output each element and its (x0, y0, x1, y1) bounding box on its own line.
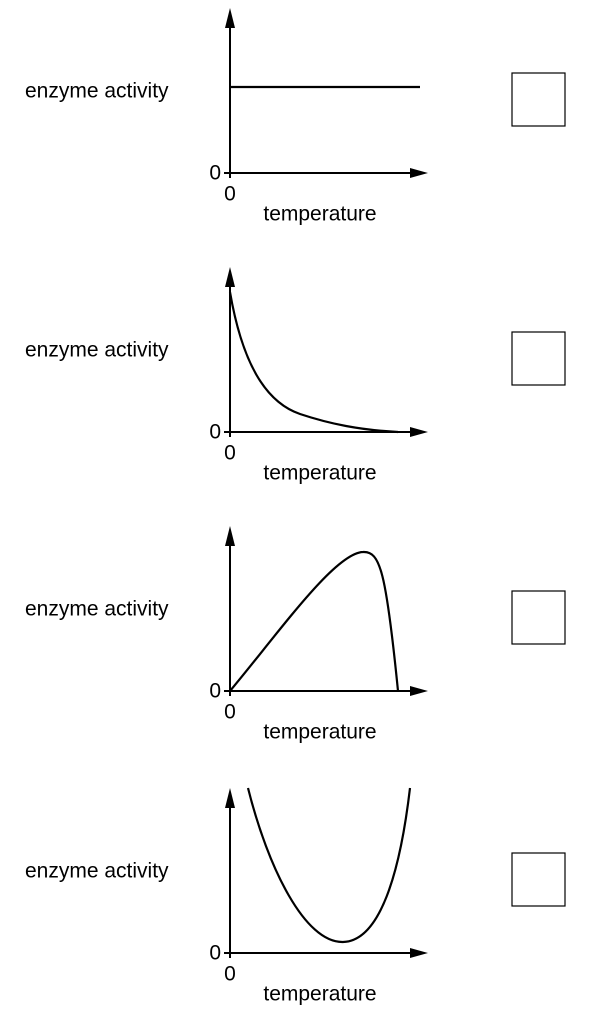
answer-checkbox[interactable] (511, 72, 566, 127)
y-axis-label: enzyme activity (25, 80, 169, 103)
x-origin-label: 0 (224, 442, 236, 465)
x-origin-label: 0 (224, 183, 236, 206)
option-panel: 00 temperature enzyme activity (25, 8, 566, 226)
x-origin-label: 0 (224, 701, 236, 724)
y-origin-label: 0 (209, 942, 221, 965)
y-axis-label: enzyme activity (25, 598, 169, 621)
y-origin-label: 0 (209, 680, 221, 703)
curve (228, 291, 399, 434)
option-panel: 00 temperature enzyme activity (25, 267, 566, 485)
x-arrow (410, 168, 428, 178)
x-axis-label: temperature (263, 721, 376, 744)
y-axis-label: enzyme activity (25, 339, 169, 362)
x-arrow (410, 427, 428, 437)
curve (229, 550, 400, 692)
answer-checkbox[interactable] (511, 852, 566, 907)
x-axis-label: temperature (263, 983, 376, 1006)
x-axis-label: temperature (263, 203, 376, 226)
option-panel: 00 temperature enzyme activity (25, 526, 566, 744)
y-arrow (225, 526, 235, 546)
y-origin-label: 0 (209, 162, 221, 185)
x-arrow (410, 686, 428, 696)
y-arrow (225, 267, 235, 287)
x-origin-label: 0 (224, 963, 236, 986)
option-panel: 00 temperature enzyme activity (25, 787, 566, 1006)
y-arrow (225, 788, 235, 808)
x-axis-label: temperature (263, 462, 376, 485)
answer-checkbox[interactable] (511, 331, 566, 386)
curve (246, 787, 412, 944)
x-arrow (410, 948, 428, 958)
y-origin-label: 0 (209, 421, 221, 444)
y-axis-label: enzyme activity (25, 860, 169, 883)
y-arrow (225, 8, 235, 28)
answer-checkbox[interactable] (511, 590, 566, 645)
